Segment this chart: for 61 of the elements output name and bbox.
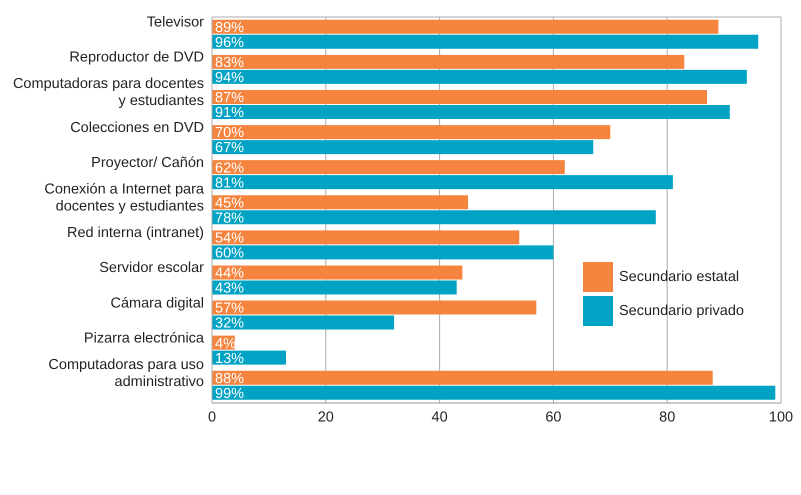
data-label: 70% <box>215 125 244 142</box>
data-label: 87% <box>215 90 244 106</box>
bar <box>212 370 713 385</box>
bar <box>212 160 565 174</box>
bar <box>212 104 730 119</box>
y-tick-label: Pizarra electrónica <box>84 330 205 346</box>
x-tick-label: 0 <box>208 409 216 426</box>
data-label: 44% <box>215 266 244 282</box>
data-label: 4% <box>215 336 236 352</box>
bar <box>212 386 776 400</box>
x-tick-label: 60 <box>545 409 562 426</box>
y-tick-label: Computadoras para uso administrativo <box>48 356 204 390</box>
bar <box>212 300 536 315</box>
bar <box>212 34 758 49</box>
data-label: 81% <box>215 175 244 192</box>
data-label: 13% <box>215 350 244 367</box>
bar <box>212 20 718 34</box>
data-label: 89% <box>215 20 244 36</box>
data-label: 78% <box>215 210 244 226</box>
y-tick-label: Red interna (intranet) <box>66 225 204 242</box>
bar <box>212 230 520 244</box>
data-label: 57% <box>215 300 244 317</box>
bar <box>212 90 708 104</box>
bar <box>212 210 656 224</box>
data-label: 67% <box>215 140 244 156</box>
data-label: 54% <box>215 230 244 246</box>
bar <box>212 125 610 140</box>
bar <box>212 245 554 260</box>
legend-label: Secundario estatal <box>619 269 740 285</box>
bar <box>212 140 594 154</box>
bar <box>212 175 673 190</box>
data-label: 43% <box>215 280 244 297</box>
bar <box>212 280 457 294</box>
data-label: 62% <box>215 160 244 176</box>
bar <box>212 265 462 280</box>
bar <box>212 54 684 69</box>
data-label: 32% <box>215 316 244 332</box>
data-label: 96% <box>215 34 244 51</box>
y-tick-label: Reproductor de DVD <box>69 50 204 66</box>
data-label: 88% <box>215 370 244 387</box>
data-label: 60% <box>215 246 244 262</box>
x-tick-label: 20 <box>318 409 334 426</box>
bar <box>212 70 747 84</box>
y-tick-label: Televisor <box>146 14 204 31</box>
x-tick-label: 40 <box>432 409 448 426</box>
y-tick-label: Computadoras para docentes y estudiantes <box>12 76 204 110</box>
data-label: 83% <box>215 55 244 72</box>
y-tick-label: Cámara digital <box>110 295 204 312</box>
bar <box>212 195 468 210</box>
y-tick-label: Colecciones en DVD <box>70 120 204 136</box>
y-tick-label: Servidor escolar <box>99 260 204 276</box>
data-label: 94% <box>215 70 244 86</box>
data-label: 99% <box>215 386 244 402</box>
data-label: 91% <box>215 105 244 122</box>
legend-label: Secundario privado <box>619 303 744 319</box>
x-tick-label: 100 <box>768 409 794 426</box>
y-tick-label: Proyector/ Cañón <box>91 154 204 171</box>
data-label: 45% <box>215 195 244 212</box>
y-tick-label: Conexión a Internet para docentes y estudiantes <box>44 182 205 214</box>
x-tick-label: 80 <box>659 409 676 426</box>
bar <box>212 316 394 330</box>
